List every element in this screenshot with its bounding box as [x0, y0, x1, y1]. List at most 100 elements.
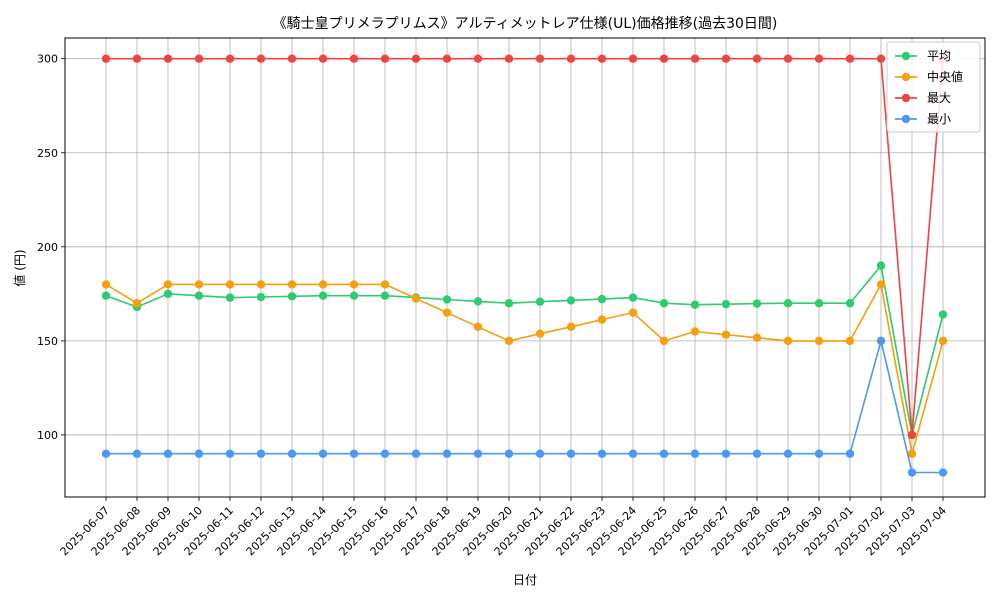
- data-point: [442, 295, 452, 304]
- data-point: [597, 315, 607, 324]
- data-point: [845, 449, 855, 458]
- data-point: [876, 54, 886, 63]
- data-point: [690, 449, 700, 458]
- data-point: [256, 280, 266, 289]
- data-point: [473, 322, 483, 331]
- data-point: [783, 54, 793, 63]
- data-point: [194, 449, 204, 458]
- data-point: [411, 294, 421, 303]
- legend-swatch-marker: [901, 72, 911, 82]
- data-point: [349, 280, 359, 289]
- data-point: [163, 289, 173, 299]
- data-point: [659, 449, 669, 458]
- data-point: [473, 449, 483, 458]
- data-point: [380, 449, 390, 458]
- data-point: [318, 449, 328, 458]
- data-point: [101, 54, 111, 63]
- data-point: [721, 54, 731, 63]
- data-point: [628, 308, 638, 317]
- series-line: [106, 57, 944, 436]
- legend-label: 中央値: [927, 69, 963, 84]
- data-point: [597, 54, 607, 63]
- data-point: [938, 468, 948, 477]
- legend-label: 平均: [927, 49, 951, 63]
- data-point: [907, 468, 917, 477]
- data-point: [225, 54, 235, 63]
- data-point: [256, 54, 266, 63]
- data-point: [380, 54, 390, 63]
- data-point: [752, 54, 762, 63]
- data-point: [845, 54, 855, 63]
- data-point: [566, 449, 576, 458]
- data-point: [101, 449, 111, 458]
- legend-label: 最小: [927, 112, 951, 126]
- y-tick-label: 150: [37, 335, 58, 348]
- y-tick-label: 100: [37, 429, 58, 442]
- data-point: [721, 330, 731, 339]
- data-point: [132, 449, 142, 458]
- legend-box: [886, 41, 981, 133]
- data-point: [380, 291, 390, 300]
- y-tick-label: 200: [37, 241, 58, 254]
- data-point: [256, 292, 266, 302]
- legend-swatch-marker: [901, 51, 911, 61]
- data-point: [287, 54, 297, 63]
- legend-swatch-marker: [901, 93, 911, 103]
- data-point: [814, 54, 824, 63]
- data-point: [628, 54, 638, 63]
- data-point: [938, 310, 948, 319]
- data-point: [287, 292, 297, 301]
- data-point: [411, 54, 421, 63]
- data-point: [194, 291, 204, 300]
- data-point: [597, 449, 607, 458]
- data-point: [287, 280, 297, 289]
- y-tick-label: 300: [37, 53, 58, 66]
- data-point: [783, 449, 793, 458]
- data-point: [225, 293, 235, 302]
- data-point: [442, 54, 452, 63]
- x-axis-title: 日付: [513, 573, 537, 587]
- data-point: [566, 322, 576, 331]
- data-point: [504, 449, 514, 458]
- data-point: [318, 280, 328, 289]
- data-point: [504, 336, 514, 346]
- data-point: [752, 299, 762, 308]
- data-point: [194, 280, 204, 289]
- data-point: [349, 54, 359, 63]
- data-point: [101, 280, 111, 289]
- data-point: [690, 54, 700, 63]
- data-point: [535, 54, 545, 63]
- series-layer: [101, 54, 948, 477]
- data-point: [752, 449, 762, 458]
- series-line: [105, 264, 944, 436]
- data-point: [287, 449, 297, 458]
- chart-title: 《騎士皇プリメラプリムス》アルティメットレア仕様(UL)価格推移(過去30日間): [273, 16, 778, 32]
- data-point: [473, 54, 483, 63]
- data-point: [907, 449, 917, 458]
- data-point: [535, 449, 545, 458]
- data-point: [907, 430, 917, 440]
- data-point: [659, 336, 669, 346]
- data-point: [814, 299, 824, 308]
- data-point: [163, 280, 173, 289]
- data-point: [442, 308, 452, 317]
- data-point: [783, 336, 793, 346]
- data-point: [411, 449, 421, 458]
- series-line: [105, 283, 944, 455]
- data-point: [876, 261, 886, 270]
- data-point: [721, 449, 731, 458]
- data-point: [659, 299, 669, 308]
- data-point: [597, 294, 607, 304]
- grid-layer: [65, 38, 985, 497]
- data-point: [163, 449, 173, 458]
- data-point: [535, 329, 545, 338]
- data-point: [380, 280, 390, 289]
- data-point: [845, 299, 855, 308]
- data-point: [659, 54, 669, 63]
- data-point: [814, 336, 824, 346]
- data-point: [132, 54, 142, 63]
- data-point: [504, 299, 514, 308]
